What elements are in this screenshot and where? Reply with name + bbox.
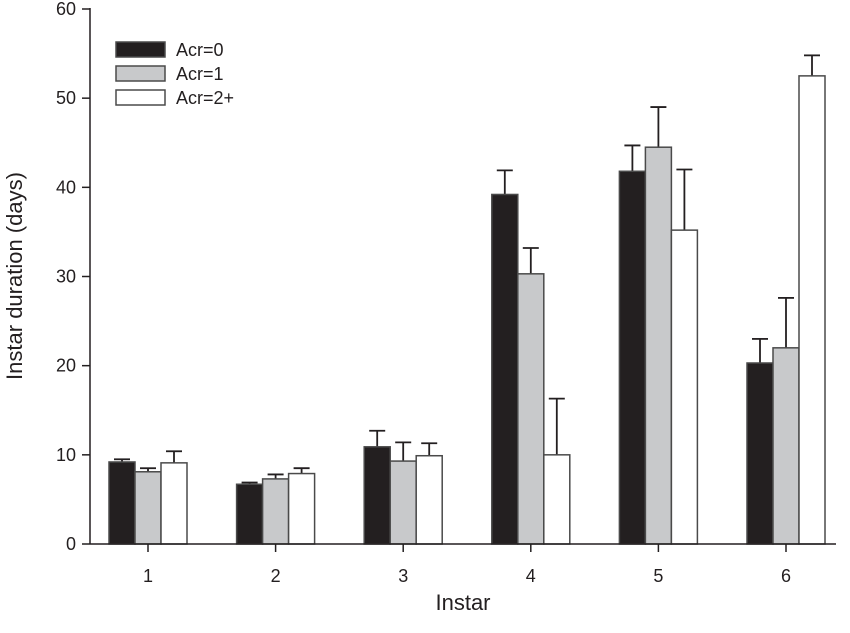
bar <box>363 446 391 545</box>
legend-swatch <box>115 65 166 82</box>
bar <box>772 347 800 545</box>
x-axis-label: Instar <box>435 590 490 615</box>
bar <box>108 461 136 545</box>
bar <box>644 146 673 545</box>
bar <box>261 478 290 545</box>
bars-layer <box>108 54 826 545</box>
x-tick-label: 3 <box>398 566 408 586</box>
bar <box>160 462 188 545</box>
bar <box>798 75 826 545</box>
y-tick-label: 60 <box>56 0 76 19</box>
legend-swatch <box>115 89 166 106</box>
bar <box>287 472 316 545</box>
y-tick-label: 40 <box>56 177 76 197</box>
y-tick-label: 50 <box>56 88 76 108</box>
bar <box>491 193 519 545</box>
x-tick-label: 5 <box>653 566 663 586</box>
bar <box>670 229 699 545</box>
bar <box>134 471 162 545</box>
x-tick-label: 4 <box>526 566 536 586</box>
legend-label: Acr=2+ <box>176 88 234 108</box>
legend-label: Acr=0 <box>176 40 224 60</box>
y-tick-label: 10 <box>56 445 76 465</box>
legend-label: Acr=1 <box>176 64 224 84</box>
x-tick-label: 1 <box>143 566 153 586</box>
x-tick-label: 2 <box>271 566 281 586</box>
y-axis-label: Instar duration (days) <box>2 172 27 380</box>
y-tick-label: 20 <box>56 356 76 376</box>
bar <box>517 273 545 545</box>
x-tick-label: 6 <box>781 566 791 586</box>
bar <box>746 362 774 545</box>
legend-swatch <box>115 41 166 58</box>
legend: Acr=0 Acr=1 Acr=2+ <box>115 40 234 108</box>
bar <box>389 460 417 545</box>
y-tick-label: 30 <box>56 267 76 287</box>
y-tick-label: 0 <box>66 534 76 554</box>
bar <box>235 483 264 545</box>
bar <box>618 170 647 545</box>
bar <box>543 454 571 545</box>
bar <box>415 454 443 545</box>
